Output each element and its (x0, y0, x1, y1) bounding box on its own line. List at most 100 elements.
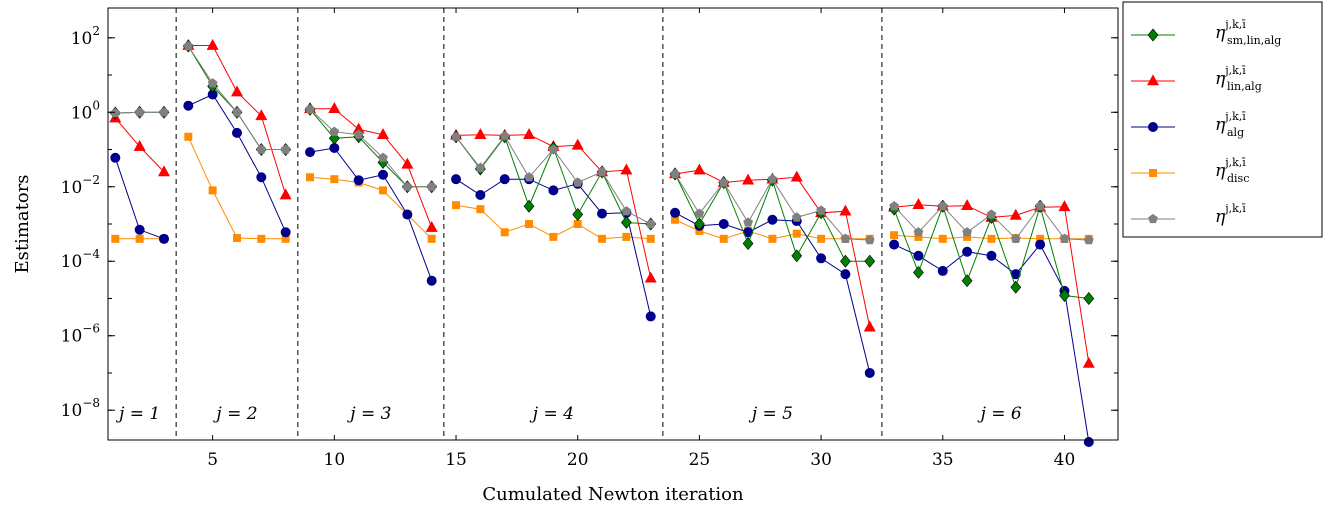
data-point (986, 250, 997, 261)
data-point (353, 129, 364, 139)
data-point (474, 128, 487, 139)
data-point (159, 107, 169, 117)
data-point (1058, 200, 1071, 212)
data-point (620, 215, 632, 229)
data-point (206, 38, 219, 50)
data-point (791, 249, 803, 263)
data-point (572, 208, 584, 221)
data-point (790, 170, 803, 182)
x-tick-label: 35 (932, 450, 954, 470)
data-point (475, 190, 486, 201)
data-point (1082, 356, 1095, 368)
data-point (401, 157, 414, 169)
data-point (889, 239, 900, 250)
y-tick-label: 10−6 (61, 322, 100, 347)
data-point (889, 201, 899, 211)
data-point (719, 234, 728, 243)
series-layer (109, 38, 1095, 448)
data-point (961, 274, 973, 288)
legend-entry: ηj,k,ī lin,alg (1215, 64, 1262, 93)
data-point (840, 233, 851, 243)
data-point (961, 199, 974, 211)
data-point (597, 166, 607, 177)
series-line (187, 136, 286, 240)
series-line (309, 108, 432, 188)
series-line (455, 178, 652, 317)
data-point (742, 237, 754, 250)
data-point (256, 144, 267, 154)
data-point (937, 201, 948, 211)
data-point (306, 173, 314, 182)
data-point (573, 220, 582, 228)
data-point (499, 130, 510, 141)
data-point (1035, 239, 1046, 250)
data-point (158, 233, 169, 244)
data-point (864, 367, 875, 378)
series-2 (110, 89, 1094, 448)
data-point (817, 234, 826, 243)
data-point (280, 227, 291, 238)
x-tick-label: 30 (810, 450, 832, 470)
series-line (894, 204, 1090, 364)
series-line (675, 169, 871, 328)
y-axis-title: Estimators (12, 174, 33, 273)
data-point (134, 107, 145, 117)
data-point (475, 162, 486, 173)
x-tick-label: 40 (1054, 450, 1076, 470)
data-point (110, 107, 121, 118)
data-point (1148, 213, 1158, 224)
x-tick-label: 25 (689, 450, 711, 470)
data-point (1083, 292, 1095, 305)
data-point (230, 85, 243, 97)
data-point (840, 269, 851, 280)
data-point (839, 204, 852, 216)
y-tick-label: 10−4 (61, 247, 101, 272)
data-point (111, 234, 120, 243)
data-point (427, 234, 436, 243)
data-point (329, 126, 340, 136)
phase-separators (175, 8, 883, 440)
data-point (134, 224, 145, 235)
x-tick-label: 5 (207, 450, 218, 470)
data-point (525, 220, 534, 228)
series-4 (110, 40, 1094, 245)
data-point (135, 234, 144, 243)
series-line (455, 134, 652, 279)
y-tick-label: 10−2 (61, 173, 100, 198)
data-point (890, 231, 899, 240)
data-point (645, 311, 656, 322)
phase-label: j = 1 (115, 404, 160, 424)
data-point (328, 102, 341, 113)
data-point (524, 172, 534, 182)
data-point (451, 131, 461, 141)
data-point (377, 128, 390, 139)
legend-entry: ηj,k,ī disc (1215, 156, 1249, 185)
x-axis-title: Cumulated Newton iteration (482, 484, 744, 505)
data-point (620, 163, 633, 175)
phase-label: j = 5 (748, 404, 793, 424)
series-line (309, 176, 433, 240)
data-point (646, 234, 655, 243)
data-point (1059, 289, 1070, 303)
data-point (938, 234, 947, 243)
x-tick-label: 10 (324, 450, 346, 470)
data-point (1083, 437, 1094, 448)
data-point (1083, 234, 1094, 245)
data-point (840, 254, 851, 268)
data-point (645, 218, 656, 229)
data-point (571, 138, 584, 150)
phase-labels: j = 1 j = 2 j = 3 j = 4 j = 5 j = 6 (115, 404, 1022, 424)
data-point (232, 107, 242, 117)
data-point (329, 142, 340, 153)
data-point (791, 212, 802, 222)
data-point (644, 271, 657, 283)
y-tick-label: 10−8 (61, 396, 100, 421)
phase-label: j = 6 (977, 404, 1022, 424)
data-point (500, 228, 509, 237)
data-point (864, 234, 875, 245)
data-point (425, 220, 438, 232)
data-point (718, 219, 729, 229)
legend-frame (1122, 1, 1323, 238)
data-point (549, 232, 558, 241)
data-point (693, 163, 706, 175)
